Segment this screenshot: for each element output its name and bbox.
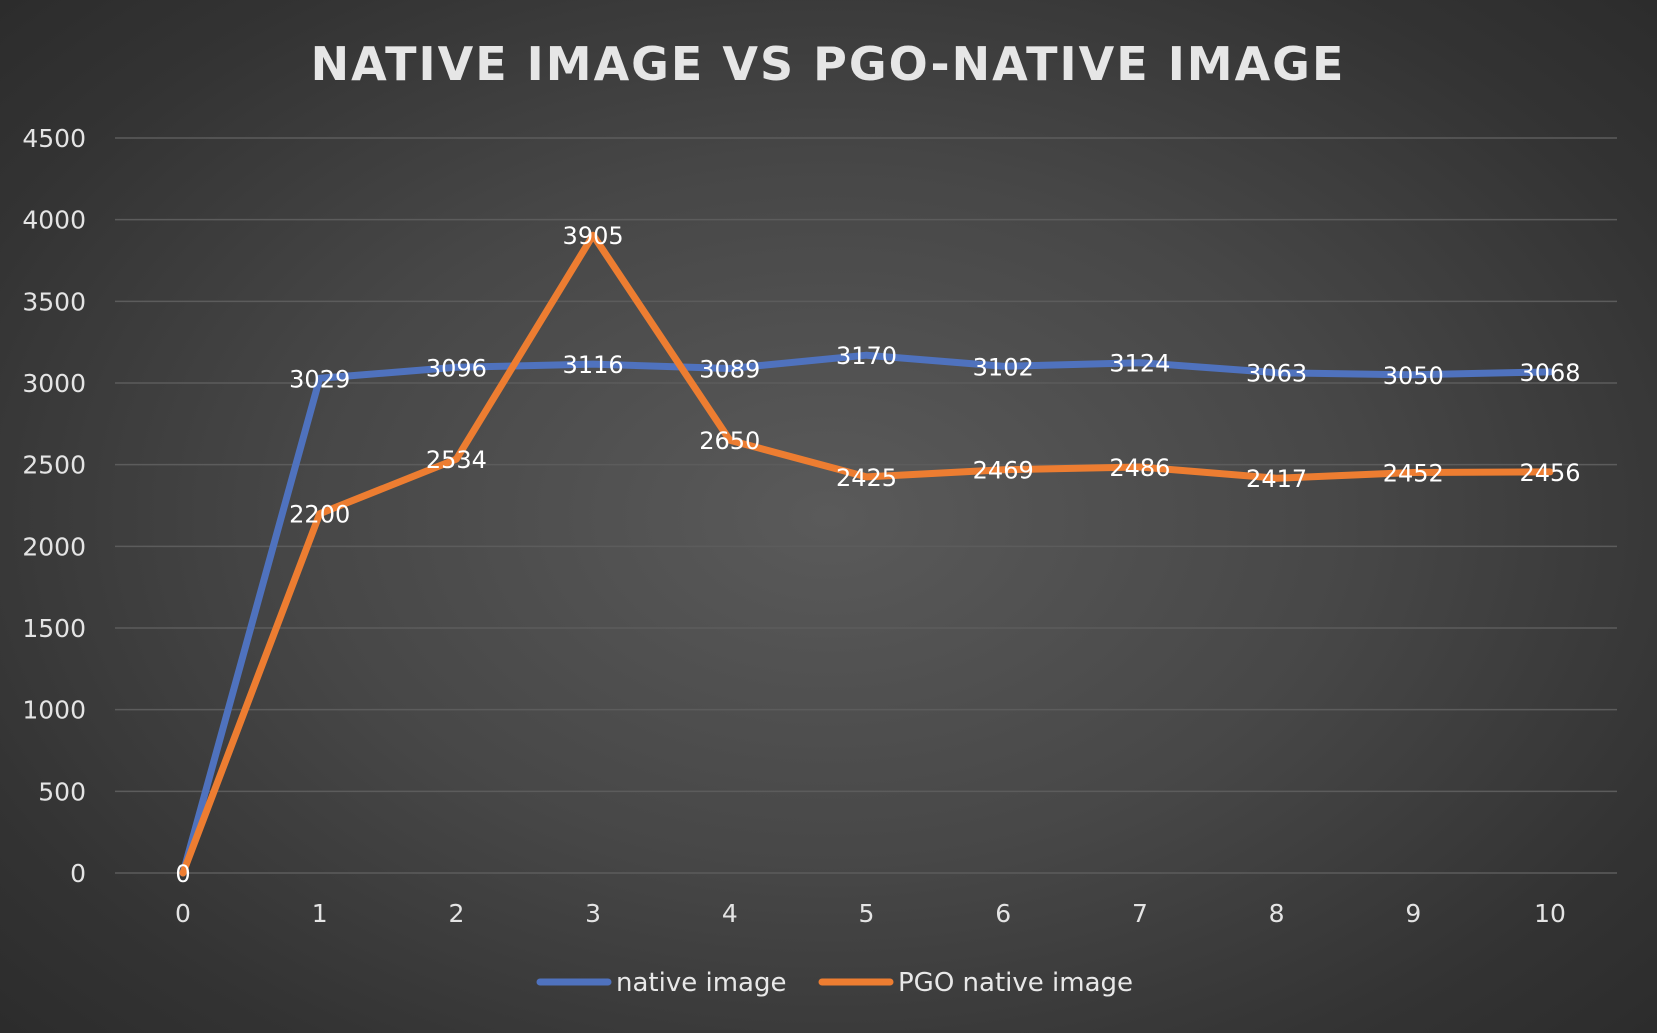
y-tick-label: 2000	[22, 532, 86, 561]
data-label: 2469	[973, 457, 1034, 485]
gridlines	[115, 137, 1617, 874]
x-tick-label: 9	[1405, 899, 1421, 928]
x-tick-label: 1	[312, 899, 328, 928]
y-tick-label: 4500	[22, 124, 86, 153]
series-line-pgo-native-image	[179, 231, 1554, 877]
series-line-native-image	[179, 351, 1554, 877]
data-label: 3068	[1519, 359, 1580, 387]
data-label: 3116	[563, 351, 624, 379]
y-axis-ticks: 0 500 1000 1500 2000 2500 3000 3500 4000 4500	[22, 124, 86, 888]
legend-label: native image	[616, 968, 786, 998]
x-tick-label: 5	[859, 899, 875, 928]
legend: native image PGO native image	[536, 968, 1133, 998]
data-label: 0	[175, 860, 190, 888]
data-label: 2650	[699, 427, 760, 455]
data-label: 3050	[1383, 362, 1444, 390]
x-tick-label: 8	[1269, 899, 1285, 928]
data-label: 2200	[289, 501, 350, 529]
y-tick-label: 0	[70, 859, 86, 888]
data-label: 2417	[1246, 465, 1307, 493]
legend-label: PGO native image	[898, 968, 1133, 998]
y-tick-label: 4000	[22, 206, 86, 235]
y-tick-label: 1000	[22, 696, 86, 725]
data-label: 3102	[973, 353, 1034, 381]
x-tick-label: 4	[722, 899, 738, 928]
data-labels: 3029 3096 3116 3089 3170 3102 3124 3063 3050 3068…	[175, 222, 1580, 888]
x-tick-label: 3	[585, 899, 601, 928]
data-label: 3029	[289, 365, 350, 393]
data-label: 3124	[1109, 350, 1170, 378]
y-tick-label: 500	[38, 777, 86, 806]
chart-title: NATIVE IMAGE VS PGO-NATIVE IMAGE	[311, 37, 1346, 91]
data-label: 2486	[1109, 454, 1170, 482]
data-label: 3905	[563, 222, 624, 250]
series-lines	[179, 231, 1554, 877]
x-tick-label: 2	[448, 899, 464, 928]
x-tick-label: 6	[995, 899, 1011, 928]
data-label: 2456	[1519, 459, 1580, 487]
y-tick-label: 2500	[22, 451, 86, 480]
y-tick-label: 3500	[22, 287, 86, 316]
data-label: 2534	[426, 446, 487, 474]
data-label: 3096	[426, 354, 487, 382]
data-label: 2425	[836, 464, 897, 492]
data-label: 3089	[699, 355, 760, 383]
x-tick-label: 10	[1534, 899, 1566, 928]
data-label: 3063	[1246, 360, 1307, 388]
y-tick-label: 1500	[22, 614, 86, 643]
data-label: 2452	[1383, 460, 1444, 488]
x-axis-ticks: 0 1 2 3 4 5 6 7 8 9 10	[175, 899, 1566, 928]
x-tick-label: 0	[175, 899, 191, 928]
x-tick-label: 7	[1132, 899, 1148, 928]
data-label: 3170	[836, 342, 897, 370]
y-tick-label: 3000	[22, 369, 86, 398]
